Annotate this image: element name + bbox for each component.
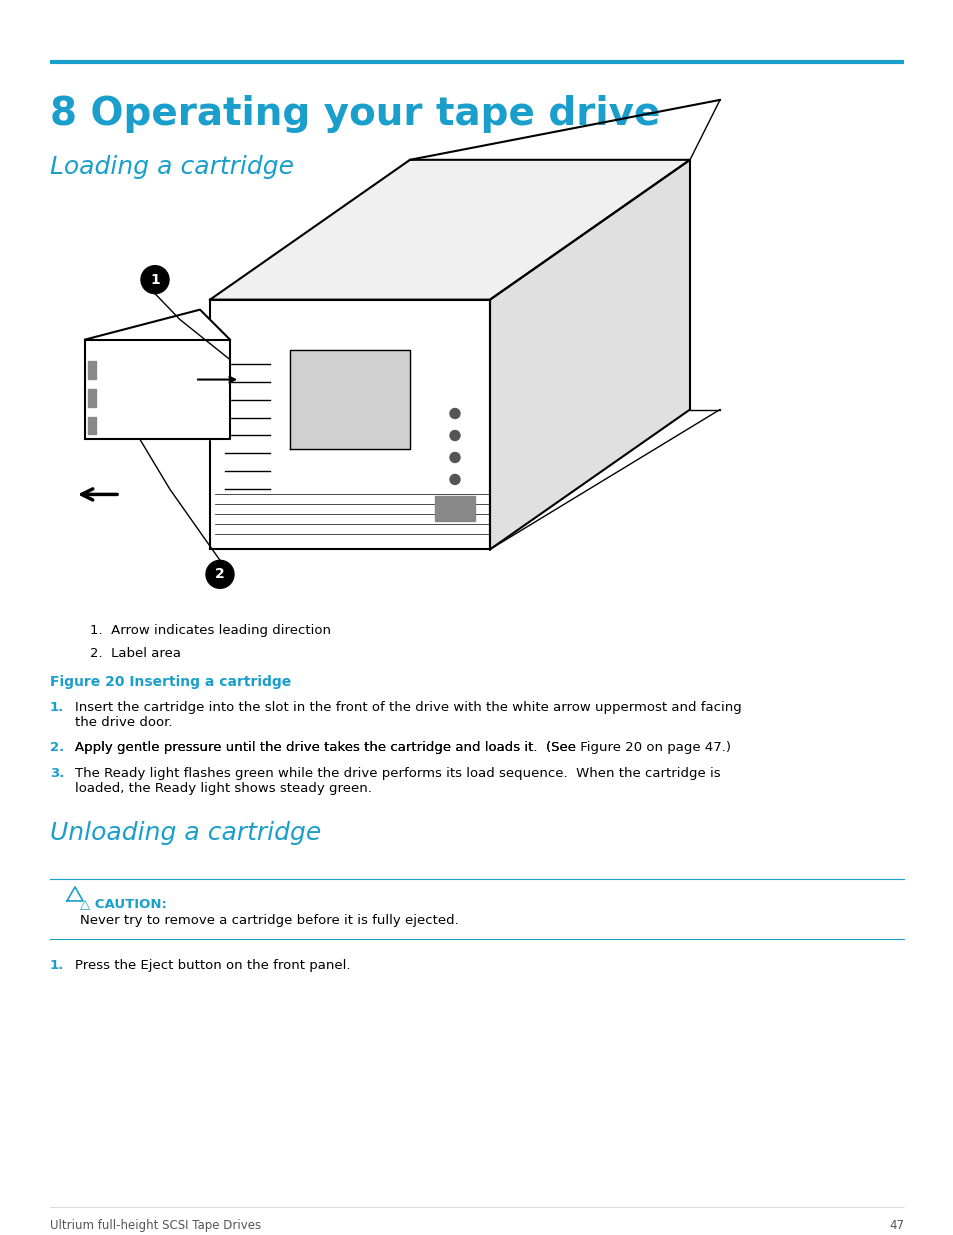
- Text: 2.: 2.: [50, 741, 64, 755]
- Text: Figure 20 Inserting a cartridge: Figure 20 Inserting a cartridge: [50, 676, 291, 689]
- Polygon shape: [290, 350, 410, 450]
- Text: Apply gentle pressure until the drive takes the cartridge and loads it.  (See: Apply gentle pressure until the drive ta…: [75, 741, 579, 755]
- Polygon shape: [210, 159, 689, 300]
- Text: Loading a cartridge: Loading a cartridge: [50, 154, 294, 179]
- Polygon shape: [490, 159, 689, 550]
- Text: 1: 1: [150, 273, 160, 287]
- Circle shape: [450, 409, 459, 419]
- Text: The Ready light flashes green while the drive performs its load sequence.  When : The Ready light flashes green while the …: [75, 767, 720, 795]
- Text: Never try to remove a cartridge before it is fully ejected.: Never try to remove a cartridge before i…: [80, 914, 458, 927]
- Circle shape: [450, 452, 459, 462]
- Text: Ultrium full-height SCSI Tape Drives: Ultrium full-height SCSI Tape Drives: [50, 1219, 261, 1231]
- Text: Unloading a cartridge: Unloading a cartridge: [50, 821, 321, 845]
- Bar: [88, 389, 96, 406]
- Text: 1.: 1.: [50, 701, 64, 714]
- Circle shape: [206, 561, 233, 588]
- Text: 8 Operating your tape drive: 8 Operating your tape drive: [50, 95, 659, 133]
- Text: Press the Eject button on the front panel.: Press the Eject button on the front pane…: [75, 958, 350, 972]
- Bar: [88, 361, 96, 379]
- Text: 1.  Arrow indicates leading direction: 1. Arrow indicates leading direction: [90, 624, 331, 637]
- Bar: [435, 496, 475, 521]
- Circle shape: [450, 474, 459, 484]
- Text: Apply gentle pressure until the drive takes the cartridge and loads it.  (See Fi: Apply gentle pressure until the drive ta…: [75, 741, 730, 755]
- Circle shape: [141, 266, 169, 294]
- Text: 47: 47: [888, 1219, 903, 1231]
- Text: △ CAUTION:: △ CAUTION:: [80, 897, 167, 910]
- Text: 2: 2: [214, 567, 225, 582]
- Text: 1.: 1.: [50, 958, 64, 972]
- Text: 2.  Label area: 2. Label area: [90, 647, 181, 661]
- Bar: [88, 416, 96, 435]
- Polygon shape: [210, 300, 490, 550]
- Polygon shape: [67, 887, 83, 902]
- Circle shape: [450, 431, 459, 441]
- Polygon shape: [85, 340, 230, 440]
- Text: 3.: 3.: [50, 767, 64, 781]
- Text: Insert the cartridge into the slot in the front of the drive with the white arro: Insert the cartridge into the slot in th…: [75, 701, 741, 729]
